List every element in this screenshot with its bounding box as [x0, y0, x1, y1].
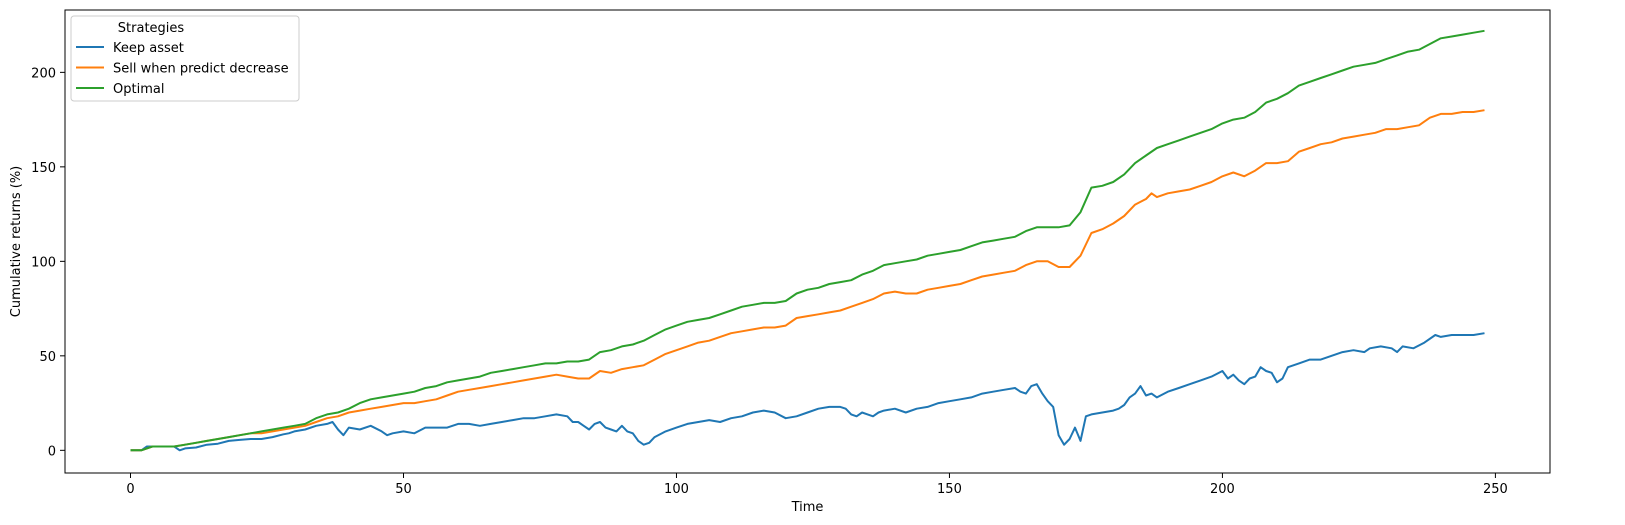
x-tick-label: 100 — [664, 482, 689, 497]
series-line-3 — [130, 29, 1485, 452]
legend-label-2: Sell when predict decrease — [113, 62, 289, 77]
y-tick-label: 200 — [31, 66, 56, 81]
series-line-2 — [130, 109, 1485, 452]
axes: 0 50 100 150 200 250 0 50 100 150 200 Time Cumulativ… — [9, 9, 1551, 515]
y-tick-label: 50 — [39, 350, 56, 365]
y-axis-label: Cumulative returns (%) — [9, 166, 24, 317]
plot-area — [130, 29, 1485, 452]
x-tick-label: 50 — [395, 482, 412, 497]
legend-title: Strategies — [118, 21, 185, 36]
x-tick-label: 150 — [937, 482, 962, 497]
y-tick-label: 100 — [31, 255, 56, 270]
y-tick-label: 150 — [31, 161, 56, 176]
legend-label-1: Keep asset — [113, 41, 184, 56]
x-axis-label: Time — [791, 500, 824, 515]
y-tick-label: 0 — [48, 444, 56, 459]
x-tick-label: 200 — [1210, 482, 1235, 497]
x-tick-label: 0 — [126, 482, 134, 497]
legend-label-3: Optimal — [113, 82, 164, 97]
series-line-1 — [130, 332, 1485, 452]
x-tick-label: 250 — [1483, 482, 1508, 497]
axes-frame — [64, 9, 1551, 474]
legend-box — [70, 15, 300, 102]
legend: Strategies Keep asset Sell when predict de… — [70, 15, 300, 102]
